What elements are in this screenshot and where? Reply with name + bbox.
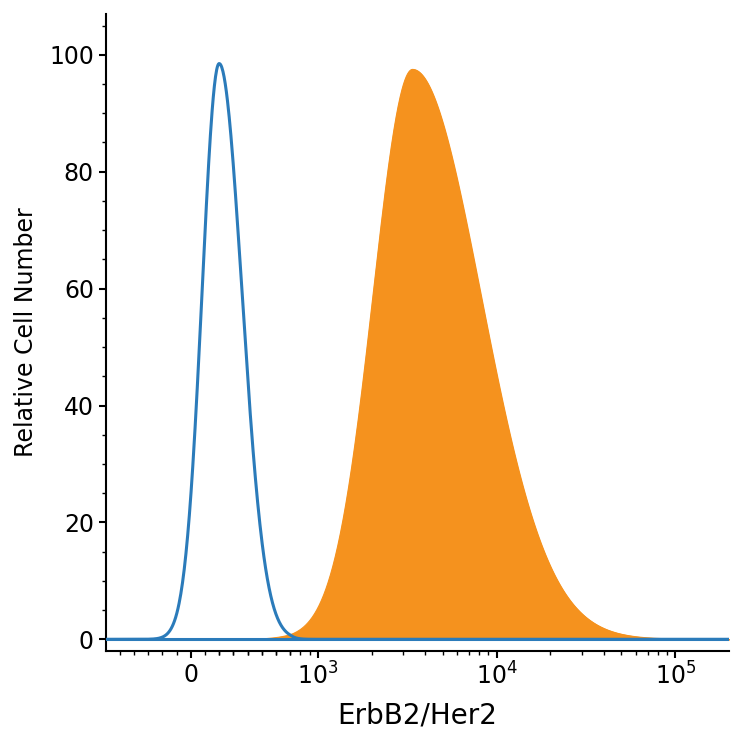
Y-axis label: Relative Cell Number: Relative Cell Number (14, 207, 38, 458)
X-axis label: ErbB2/Her2: ErbB2/Her2 (337, 701, 497, 729)
